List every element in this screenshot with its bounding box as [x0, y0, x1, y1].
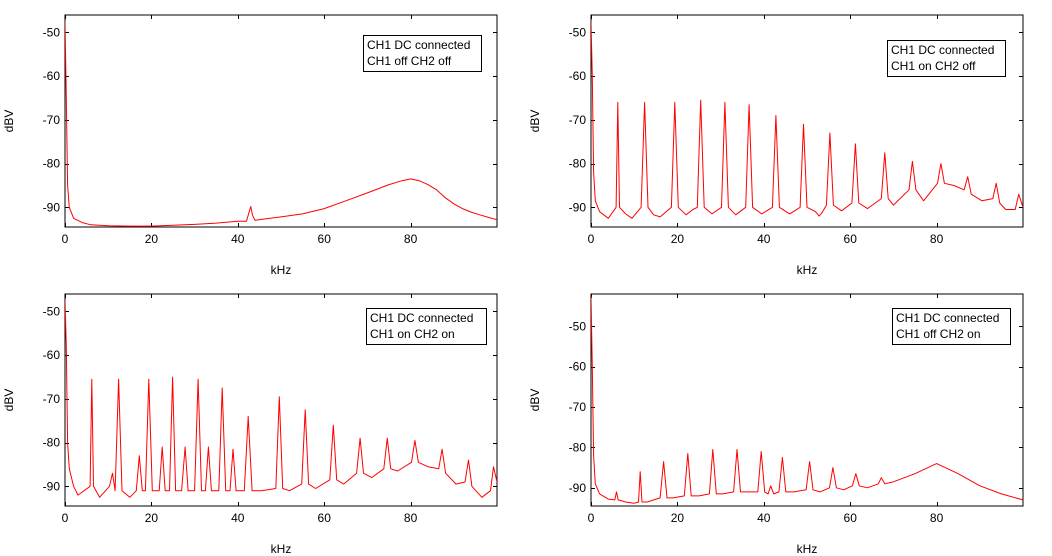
y-axis-label: dBV: [528, 110, 542, 133]
x-tick-label: 20: [145, 232, 159, 246]
legend-text: CH1 DC connected: [367, 38, 470, 52]
y-tick-label: -80: [43, 157, 61, 171]
y-tick-label: -60: [43, 348, 61, 362]
legend-frame: [892, 308, 1011, 345]
y-axis-label: dBV: [2, 389, 16, 412]
spectrum-line: [65, 300, 497, 498]
x-tick-label: 60: [844, 232, 858, 246]
x-tick-label: 60: [318, 511, 332, 525]
legend-text: CH1 DC connected: [370, 311, 473, 325]
chart-panel-3: 0 20 40 60 80 -50 -60 -70 -80 -90 kHz dBV CH1 DC con…: [2, 293, 498, 556]
y-tick-label: -60: [569, 69, 587, 83]
x-tick-label: 0: [588, 511, 595, 525]
x-tick-label: 80: [930, 232, 944, 246]
legend-frame: [366, 308, 487, 345]
x-tick-label: 40: [757, 511, 771, 525]
y-tick-label: -50: [43, 304, 61, 318]
legend-box: CH1 DC connected CH1 off CH2 on: [892, 308, 1011, 345]
legend-text: CH1 off CH2 on: [896, 327, 981, 341]
legend-text: CH1 on CH2 off: [891, 59, 976, 73]
legend-frame: [363, 35, 482, 72]
x-axis-label: kHz: [271, 542, 292, 556]
y-axis-label: dBV: [2, 110, 16, 133]
legend-text: CH1 on CH2 on: [370, 327, 455, 341]
legend-text: CH1 off CH2 off: [367, 54, 452, 68]
x-tick-label: 0: [62, 232, 69, 246]
x-tick-label: 40: [231, 232, 245, 246]
legend-box: CH1 DC connected CH1 on CH2 off: [887, 40, 1006, 77]
y-tick-label: -90: [43, 479, 61, 493]
x-tick-label: 40: [231, 511, 245, 525]
y-tick-label: -70: [569, 113, 587, 127]
chart-panel-2: 0 20 40 60 80 -50 -60 -70 -80 -90 kHz dBV CH1 DC con…: [528, 14, 1024, 277]
legend-text: CH1 DC connected: [891, 43, 994, 57]
y-tick-label: -60: [569, 360, 587, 374]
legend-frame: [887, 40, 1006, 77]
y-tick-label: -70: [569, 400, 587, 414]
x-tick-label: 60: [318, 232, 332, 246]
y-tick-label: -70: [43, 392, 61, 406]
legend-text: CH1 DC connected: [896, 311, 999, 325]
x-axis-label: kHz: [797, 542, 818, 556]
x-tick-label: 20: [671, 511, 685, 525]
y-tick-label: -90: [43, 200, 61, 214]
x-tick-label: 40: [757, 232, 771, 246]
legend-box: CH1 DC connected CH1 on CH2 on: [366, 308, 487, 345]
y-tick-label: -50: [569, 319, 587, 333]
x-axis-label: kHz: [271, 263, 292, 277]
y-axis-label: dBV: [528, 389, 542, 412]
y-tick-label: -50: [569, 25, 587, 39]
y-tick-label: -90: [569, 200, 587, 214]
legend-box: CH1 DC connected CH1 off CH2 off: [363, 35, 482, 72]
y-tick-label: -90: [569, 481, 587, 495]
y-tick-label: -50: [43, 25, 61, 39]
y-tick-label: -80: [569, 157, 587, 171]
chart-panel-4: 0 20 40 60 80 -50 -60 -70 -80 -90 kHz dBV CH1 DC con…: [528, 293, 1024, 556]
x-tick-label: 20: [145, 511, 159, 525]
x-tick-label: 80: [404, 511, 418, 525]
x-tick-label: 0: [588, 232, 595, 246]
spectrum-line: [591, 21, 1023, 219]
chart-panel-1: 0 20 40 60 80 -50 -60 -70 -80 -90 kHz dBV CH1 DC con…: [2, 14, 498, 277]
spectrum-line: [65, 21, 497, 227]
y-tick-label: -80: [43, 436, 61, 450]
y-tick-label: -80: [569, 440, 587, 454]
x-axis-label: kHz: [797, 263, 818, 277]
y-tick-label: -60: [43, 69, 61, 83]
x-tick-label: 80: [930, 511, 944, 525]
x-tick-label: 20: [671, 232, 685, 246]
x-tick-label: 80: [404, 232, 418, 246]
x-tick-label: 60: [844, 511, 858, 525]
y-tick-label: -70: [43, 113, 61, 127]
spectrum-line: [591, 295, 1023, 504]
x-tick-label: 0: [62, 511, 69, 525]
